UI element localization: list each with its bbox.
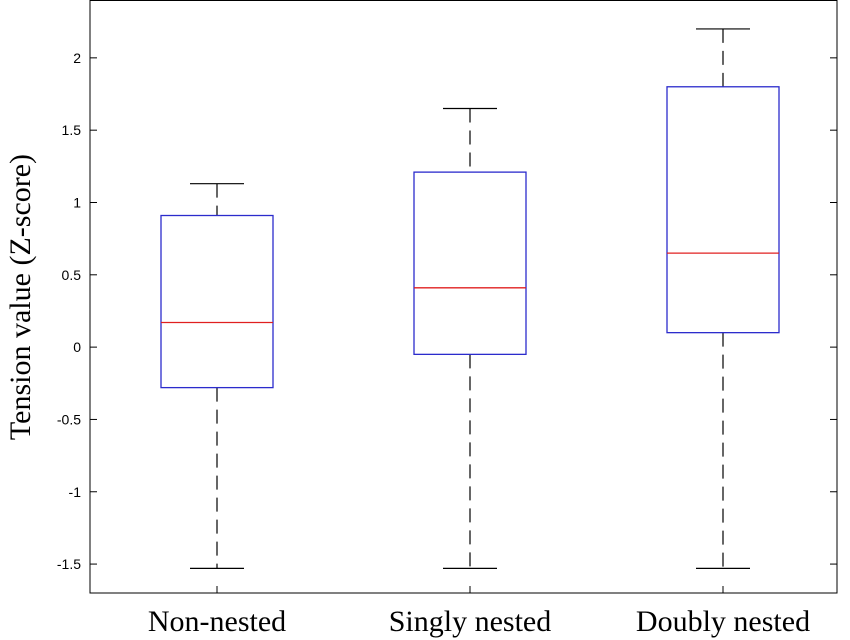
y-tick-label: 0 <box>73 339 81 355</box>
y-tick-label: 1 <box>73 194 81 210</box>
x-tick-label: Singly nested <box>389 605 552 638</box>
y-tick-label: -1.5 <box>57 556 81 572</box>
y-tick-label: 2 <box>73 50 81 66</box>
y-tick-label: -0.5 <box>57 411 81 427</box>
axes-frame <box>89 0 838 594</box>
box-iqr <box>160 214 274 389</box>
plot-area: -1.5 -1 -0.5 0 0.5 1 1.5 2 Non-nested Singly nest… <box>57 0 838 638</box>
y-tick-label: 0.5 <box>62 267 82 283</box>
y-tick-label: 1.5 <box>62 122 82 138</box>
box-iqr <box>413 171 527 356</box>
x-tick-label: Doubly nested <box>636 605 810 638</box>
box-iqr <box>666 86 780 334</box>
x-tick-label: Non-nested <box>148 605 286 638</box>
y-tick-label: -1 <box>69 484 82 500</box>
y-axis-title: Tension value (Z-score) <box>4 154 37 440</box>
